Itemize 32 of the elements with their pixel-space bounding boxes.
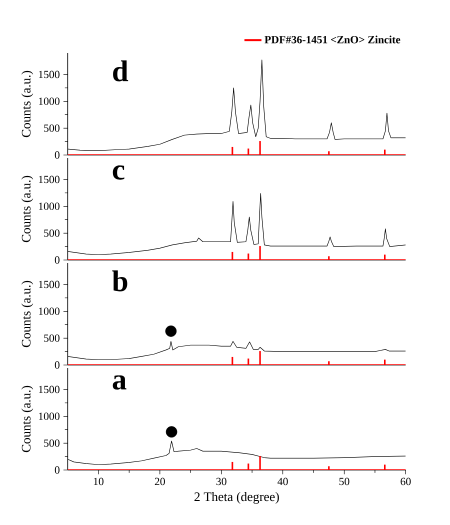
- x-axis-title: 2 Theta (degree): [194, 492, 279, 504]
- y-tick-label: 0: [54, 151, 60, 159]
- y-axis-title: Counts (a.u.): [21, 176, 34, 242]
- legend-label: PDF#36-1451 <ZnO> Zincite: [264, 36, 400, 44]
- y-tick-label: 500: [44, 124, 60, 132]
- x-tick-label: 50: [339, 478, 350, 486]
- y-tick-label: 0: [54, 466, 60, 474]
- y-tick-label: 1500: [38, 70, 60, 78]
- x-tick-label: 30: [216, 478, 226, 486]
- y-tick-label: 500: [44, 439, 60, 447]
- annotation: c: [112, 165, 124, 180]
- y-tick-label: 1500: [38, 386, 60, 394]
- x-tick-label: 60: [400, 478, 411, 486]
- x-tick-label: 40: [278, 478, 288, 486]
- y-tick-label: 0: [54, 256, 60, 264]
- y-tick-label: 0: [54, 361, 60, 369]
- x-tick-label: 20: [154, 478, 165, 486]
- x-tick-label: 10: [94, 478, 104, 486]
- annotation: a: [112, 375, 126, 390]
- y-tick-label: 500: [44, 334, 60, 342]
- y-tick-label: 1500: [38, 176, 60, 184]
- y-tick-label: 500: [44, 229, 60, 237]
- y-tick-label: 1000: [38, 98, 60, 106]
- y-tick-label: 1500: [38, 280, 60, 288]
- y-tick-label: 1000: [38, 412, 60, 420]
- y-tick-label: 1000: [38, 202, 60, 210]
- y-tick-label: 1000: [38, 308, 60, 316]
- y-axis-title: Counts (a.u.): [21, 386, 34, 452]
- y-axis-title: Counts (a.u.): [21, 280, 34, 348]
- y-axis-title: Counts (a.u.): [21, 70, 34, 138]
- annotation: d: [113, 60, 128, 82]
- annotation: b: [112, 270, 128, 292]
